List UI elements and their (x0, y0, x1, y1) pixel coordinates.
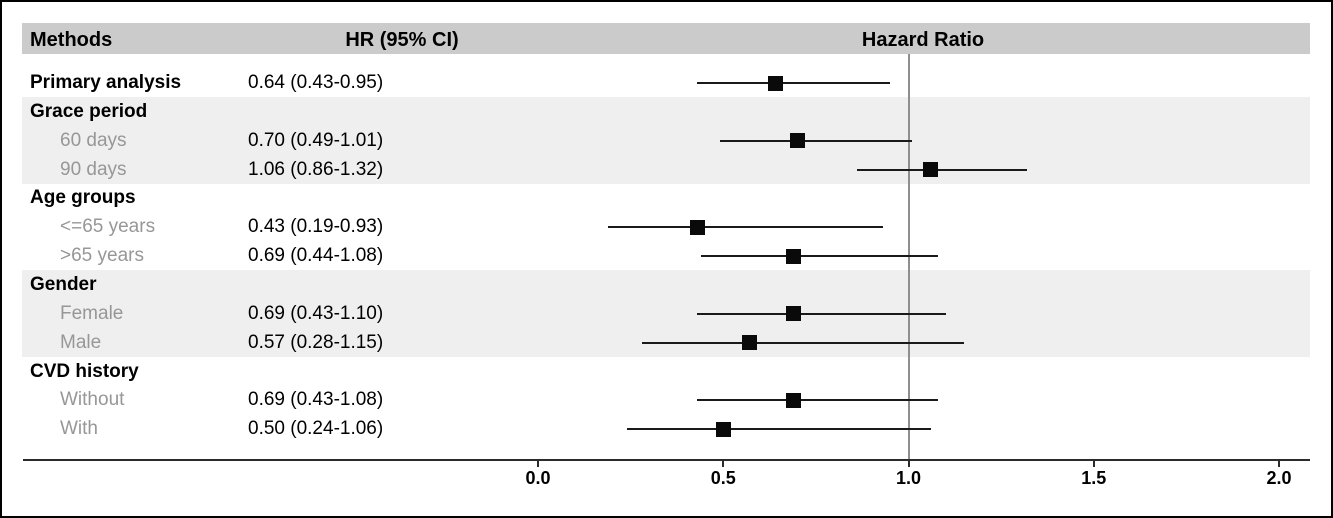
row-label: Gender (30, 273, 97, 295)
hr-ci-value: 0.64 (0.43-0.95) (248, 72, 384, 93)
hr-ci-value: 0.43 (0.19-0.93) (248, 216, 384, 238)
x-axis-tick (1092, 461, 1095, 467)
hazard-ratio-marker (923, 162, 939, 178)
row-label: Female (60, 302, 124, 324)
confidence-interval-line (856, 168, 1028, 171)
hr-ci-value: 0.69 (0.43-1.08) (248, 389, 384, 411)
x-axis-tick (722, 461, 725, 467)
row-band-gender (22, 270, 1310, 357)
row-label: >65 years (60, 245, 144, 267)
row-label: CVD history (30, 360, 139, 382)
header-band (22, 23, 1310, 54)
x-axis-line (23, 459, 1310, 461)
hazard-ratio-marker (741, 335, 757, 351)
row-label: <=65 years (60, 216, 156, 238)
confidence-interval-line (608, 226, 883, 229)
hazard-ratio-marker (786, 392, 802, 408)
x-axis-tick-label: 2.0 (1266, 468, 1292, 488)
row-label: With (60, 418, 98, 440)
x-axis-tick-label: 1.5 (1081, 468, 1107, 488)
x-axis-tick-label: 0.0 (525, 468, 551, 488)
x-axis-tick (907, 461, 910, 467)
confidence-interval-line (626, 428, 931, 431)
hr-ci-value: 0.69 (0.44-1.08) (248, 245, 384, 267)
x-axis-tick-label: 0.5 (710, 468, 736, 488)
hazard-ratio-marker (786, 306, 802, 322)
row-label: Without (60, 389, 125, 411)
confidence-interval-line (701, 255, 939, 258)
x-axis-tick (1278, 461, 1280, 467)
confidence-interval-line (641, 341, 965, 344)
hr-ci-value: 0.70 (0.49-1.01) (248, 129, 384, 151)
hazard-ratio-marker (786, 248, 802, 264)
row-label: 90 days (60, 158, 127, 180)
hr-ci-value: 0.69 (0.43-1.10) (248, 302, 384, 324)
hazard-ratio-marker (689, 219, 705, 235)
confidence-interval-line (719, 139, 913, 142)
confidence-interval-line (697, 399, 939, 402)
row-band-grace-period (22, 97, 1310, 184)
x-axis-tick (537, 461, 539, 467)
confidence-interval-line (697, 82, 890, 84)
hazard-ratio-marker (789, 133, 805, 149)
hazard-ratio-marker (767, 75, 783, 91)
hr-ci-value: 0.50 (0.24-1.06) (248, 418, 384, 440)
row-label: 60 days (60, 129, 127, 151)
confidence-interval-line (697, 312, 946, 315)
row-label: Primary analysis (30, 72, 182, 93)
column-header-methods: Methods (30, 29, 113, 51)
row-label: Age groups (30, 187, 136, 209)
row-label: Male (60, 331, 102, 353)
row-label: Grace period (30, 100, 148, 122)
hazard-ratio-marker (715, 421, 731, 437)
hr-ci-value: 0.57 (0.28-1.15) (248, 331, 384, 353)
x-axis-tick-label: 1.0 (895, 468, 922, 488)
column-header-hr-ci: HR (95% CI) (345, 29, 459, 51)
hr-ci-value: 1.06 (0.86-1.32) (248, 158, 384, 180)
chart-title-hazard-ratio: Hazard Ratio (861, 29, 985, 51)
